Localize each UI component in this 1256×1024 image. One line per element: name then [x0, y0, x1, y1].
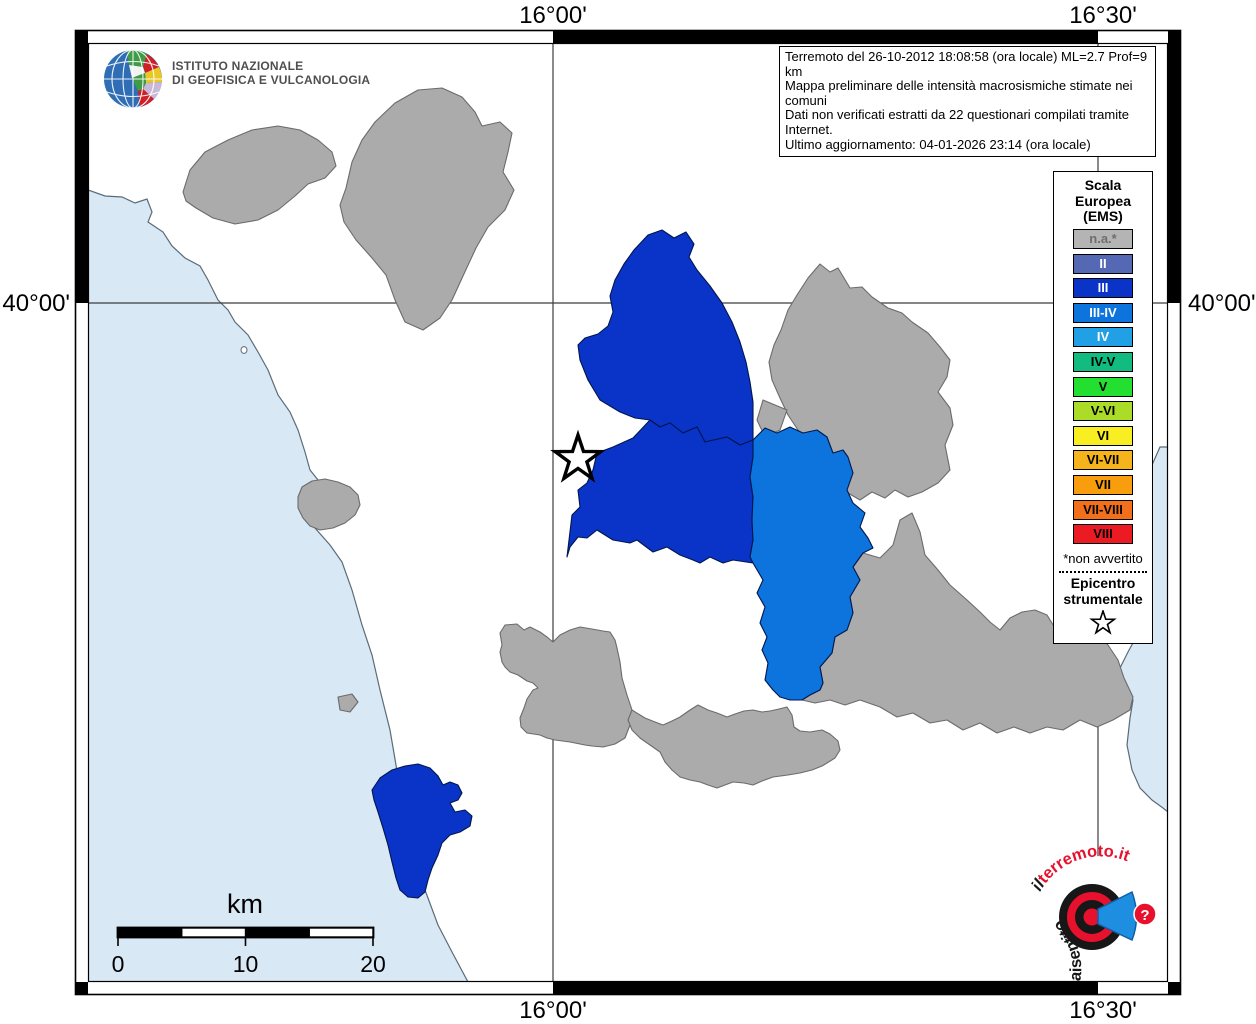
scale-bar: km 0 10 20 — [112, 889, 386, 977]
watermark-question-badge — [1133, 902, 1157, 926]
legend-item: VI — [1073, 425, 1133, 446]
muni-na-south-west — [499, 623, 633, 748]
legend-item: VII — [1073, 475, 1133, 496]
muni-na-northwest — [182, 125, 337, 225]
legend-title: Scala Europea (EMS) — [1074, 177, 1131, 224]
axis-label-lon-right-bottom: 16°30' — [1069, 997, 1137, 1024]
info-line-data-source: Dati non verificati estratti da 22 quest… — [785, 107, 1129, 137]
small-island — [240, 346, 248, 354]
legend-item: V-VI — [1073, 401, 1133, 422]
epicenter-star — [550, 429, 606, 483]
ingv-logo: ISTITUTO NAZIONALE DI GEOFISICA E VULCAN… — [100, 46, 400, 112]
map-interior: km 0 10 20 ? — [88, 43, 1168, 982]
scale-bar-tick-10: 10 — [233, 951, 259, 977]
watermark-question-mark: ? — [1140, 907, 1149, 924]
legend-item-label: V-VI — [1090, 403, 1116, 419]
scale-bar-tick-20: 20 — [360, 951, 386, 977]
muni-iii-coastal-south — [371, 763, 473, 899]
legend-item-label: II — [1099, 255, 1107, 271]
municipalities-iii — [371, 229, 754, 899]
ingv-name: ISTITUTO NAZIONALE DI GEOFISICA E VULCAN… — [172, 59, 371, 87]
haisentito-watermark-logo: ? ilterremoto.it haisentito www. — [1028, 842, 1168, 982]
legend-item-label: VII — [1095, 477, 1111, 493]
municipalities-na — [182, 87, 1134, 789]
muni-na-south — [627, 704, 841, 789]
legend-divider — [1059, 571, 1147, 574]
legend-item: IV-V — [1073, 352, 1133, 373]
legend-item: VIII — [1073, 524, 1133, 545]
axis-label-lon-left-top: 16°00' — [519, 2, 587, 29]
legend-item-label: VII-VIII — [1083, 501, 1123, 517]
legend-items: n.a.* II III III-IV IV IV-V V V-VI VI VI… — [1054, 229, 1152, 545]
info-line-updated: Ultimo aggiornamento: 04-01-2026 23:14 (… — [785, 136, 1091, 152]
scale-bar-tick-0: 0 — [112, 951, 125, 977]
legend-item: III — [1073, 278, 1133, 299]
legend-item-label: VI-VII — [1086, 452, 1120, 468]
legend-footnote: *non avvertito — [1063, 551, 1143, 567]
earthquake-info-box: Terremoto del 26-10-2012 18:08:58 (ora l… — [779, 46, 1156, 158]
axis-label-lat-right: 40°00' — [1188, 290, 1256, 317]
legend-item-label: VIII — [1093, 526, 1113, 542]
info-line-event: Terremoto del 26-10-2012 18:08:58 (ora l… — [785, 49, 1148, 79]
legend-item-label: IV-V — [1090, 354, 1116, 370]
muni-na-tiny — [337, 693, 359, 713]
legend-epicenter-star-icon — [1089, 608, 1117, 635]
legend-item: II — [1073, 253, 1133, 274]
legend-item-label: VI — [1096, 427, 1110, 443]
muni-na-north — [339, 87, 515, 331]
legend-item-label: V — [1098, 378, 1108, 394]
legend-item-label: III-IV — [1089, 304, 1117, 320]
scale-bar-unit: km — [227, 889, 263, 919]
legend-epicenter-label: Epicentro strumentale — [1063, 575, 1143, 608]
legend-item: IV — [1073, 327, 1133, 348]
legend-item: VI-VII — [1073, 450, 1133, 471]
axis-label-lon-right-top: 16°30' — [1069, 2, 1137, 29]
ingv-globe-icon — [104, 49, 163, 109]
legend-item-label: n.a.* — [1089, 231, 1117, 247]
legend-item: n.a.* — [1073, 229, 1133, 250]
axis-label-lat-left: 40°00' — [2, 290, 70, 317]
map-frame — [74, 29, 1182, 996]
legend-item-label: III — [1097, 280, 1109, 296]
legend-item: V — [1073, 376, 1133, 397]
legend-item-label: IV — [1096, 329, 1110, 345]
legend-item: III-IV — [1073, 302, 1133, 323]
muni-iii-iv — [749, 426, 874, 701]
legend-item: VII-VIII — [1073, 499, 1133, 520]
intensity-legend: Scala Europea (EMS) n.a.* II III III-IV … — [1053, 171, 1153, 644]
info-line-map-type: Mappa preliminare delle intensità macros… — [785, 78, 1133, 108]
axis-label-lon-left-bottom: 16°00' — [519, 997, 587, 1024]
watermark-red-dot — [1083, 908, 1101, 926]
muni-na-coastal — [297, 478, 361, 531]
